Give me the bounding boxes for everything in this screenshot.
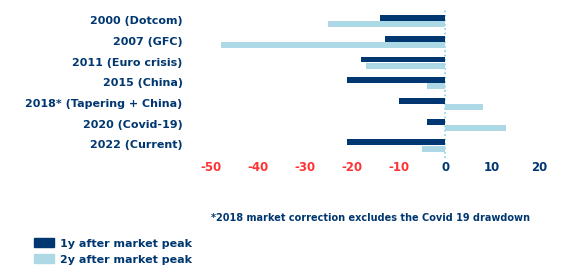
Bar <box>347 140 445 145</box>
Bar <box>445 104 483 110</box>
Bar <box>328 21 445 27</box>
Bar <box>426 84 445 89</box>
Bar <box>221 42 445 48</box>
Bar <box>398 98 445 104</box>
Text: *2018 market correction excludes the Covid 19 drawdown: *2018 market correction excludes the Cov… <box>211 213 530 223</box>
Bar <box>361 57 445 62</box>
Bar <box>385 36 445 41</box>
Bar <box>445 125 506 131</box>
Bar <box>347 77 445 83</box>
Bar <box>422 146 445 152</box>
Bar <box>380 15 445 21</box>
Bar <box>426 119 445 124</box>
Legend: 1y after market peak, 2y after market peak: 1y after market peak, 2y after market pe… <box>34 238 192 265</box>
Bar <box>366 63 445 69</box>
